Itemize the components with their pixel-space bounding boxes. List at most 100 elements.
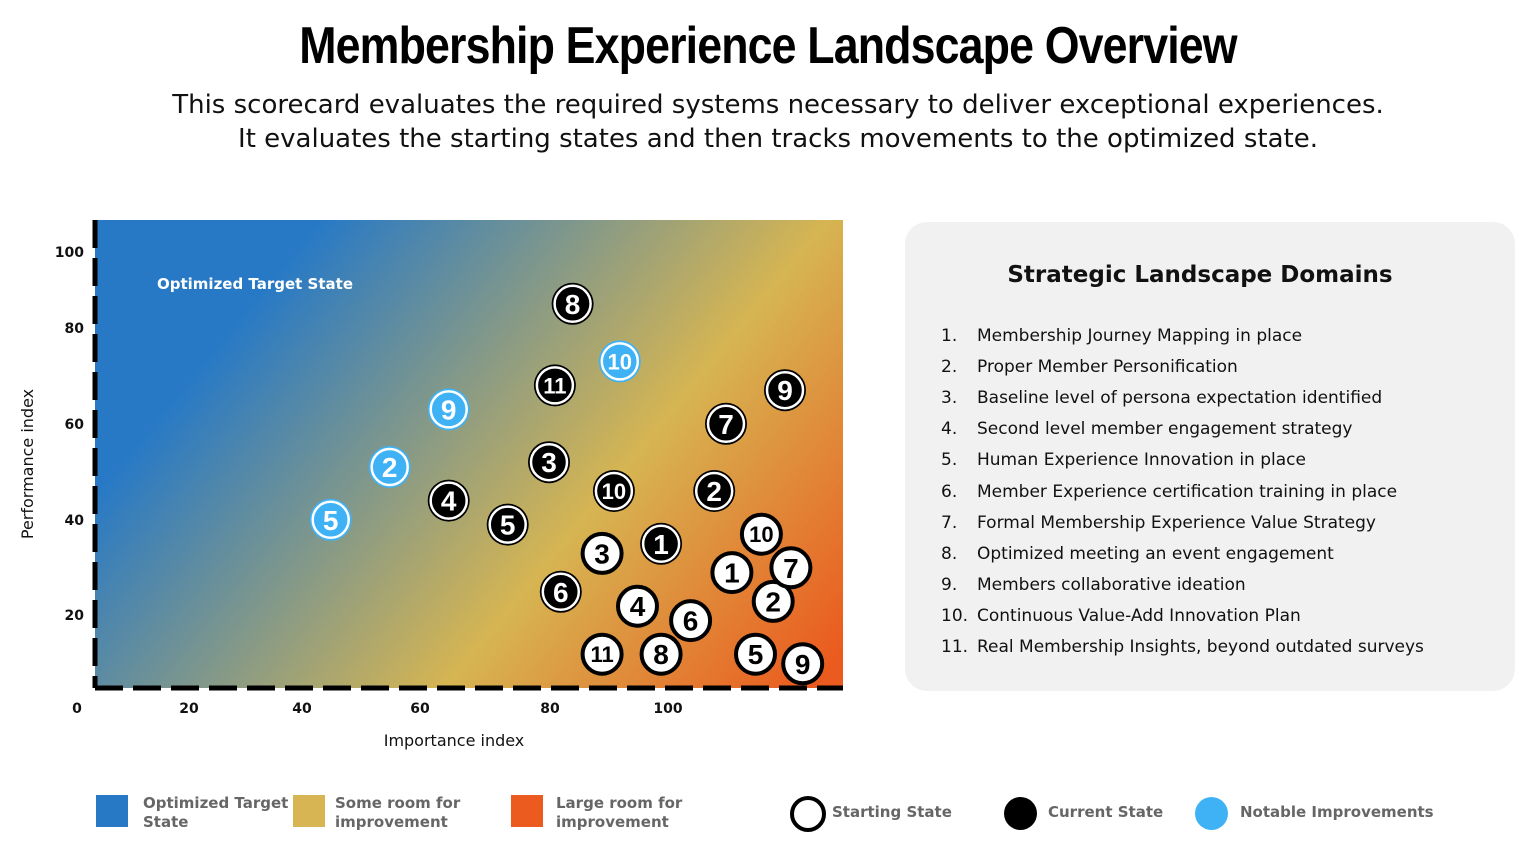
domain-item-text: Real Membership Insights, beyond outdate… — [977, 637, 1424, 658]
domain-item-number: 7. — [941, 512, 958, 533]
legend-label-some-room-line2: improvement — [335, 813, 448, 831]
notable-improvements-marker-circle — [370, 447, 409, 487]
subtitle-line-2: It evaluates the starting states and the… — [238, 124, 1318, 154]
domains-list: 1. Membership Journey Mapping in place 2. P… — [941, 320, 1424, 663]
domain-item: 5. Human Experience Innovation in place — [941, 445, 1424, 476]
starting-state-marker-circle — [739, 512, 783, 556]
current-state-marker-label: 2 — [706, 476, 722, 507]
current-state-marker-7: 7 — [705, 402, 747, 445]
current-state-marker-4: 4 — [427, 479, 470, 522]
notable-improvements-marker-5: 5 — [309, 498, 352, 541]
starting-state-marker-label: 2 — [765, 586, 781, 617]
current-state-marker-8: 8 — [551, 282, 594, 325]
starting-state-marker-label: 11 — [590, 642, 613, 667]
domain-item: 3. Baseline level of persona expectation … — [941, 382, 1424, 413]
domain-item: 9. Members collaborative ideation — [941, 570, 1424, 601]
y-tick-label: 40 — [65, 513, 85, 529]
current-state-marker-circle — [641, 524, 681, 564]
legend-notable-improvements-icon — [1195, 797, 1228, 830]
legend-label-large-room-line2: improvement — [556, 813, 669, 831]
domain-item-number: 6. — [941, 481, 958, 502]
current-state-marker-circle — [706, 404, 746, 444]
domain-item: 6. Member Experience certification traini… — [941, 476, 1424, 507]
starting-state-marker-circle — [669, 599, 713, 643]
current-state-marker-label: 3 — [541, 447, 557, 478]
notable-improvements-marker-circle — [600, 342, 640, 381]
current-state-marker-circle — [529, 442, 569, 482]
notable-improvements-marker-10: 10 — [598, 340, 641, 383]
current-state-marker-10: 10 — [592, 470, 635, 512]
current-state-marker-3: 3 — [528, 441, 570, 484]
y-tick-label: 80 — [65, 321, 85, 337]
legend-label-large-room-line1: Large room for — [556, 794, 683, 812]
starting-state-marker-circle — [616, 584, 659, 628]
notable-improvements-marker-circle — [429, 390, 468, 429]
current-state-marker-label: 9 — [777, 375, 793, 406]
legend-label-notable-improvements: Notable Improvements — [1240, 803, 1434, 821]
starting-state-marker-label: 9 — [795, 649, 811, 680]
current-state-marker-label: 11 — [543, 373, 566, 398]
domain-item-number: 9. — [941, 575, 958, 596]
starting-state-marker-label: 3 — [594, 538, 610, 569]
current-state-marker-label: 7 — [718, 409, 734, 440]
y-axis-label: Performance index — [18, 389, 37, 539]
notable-improvements-marker-circle — [311, 500, 350, 540]
notable-improvements-marker-label: 9 — [441, 394, 457, 425]
domain-item: 7. Formal Membership Experience Value Str… — [941, 507, 1424, 538]
domain-item: 4. Second level member engagement strateg… — [941, 414, 1424, 445]
legend-swatch-large-room — [511, 795, 543, 827]
starting-state-marker-11: 11 — [580, 632, 624, 676]
x-tick-label: 60 — [410, 701, 430, 717]
legend-label-some-room: Some room for improvement — [335, 794, 460, 832]
starting-state-marker-label: 10 — [749, 522, 773, 547]
notable-improvements-marker-label: 5 — [323, 505, 339, 536]
current-state-marker-11: 11 — [533, 364, 576, 407]
domain-item-number: 3. — [941, 387, 958, 408]
legend-label-some-room-line1: Some room for — [335, 794, 461, 812]
domain-item-text: Proper Member Personification — [977, 356, 1238, 377]
y-tick-label: 60 — [65, 417, 85, 433]
domain-item: 1. Membership Journey Mapping in place — [941, 320, 1424, 351]
current-state-marker-circle — [594, 471, 634, 511]
starting-state-marker-7: 7 — [769, 546, 813, 590]
legend-label-large-room: Large room for improvement — [556, 794, 682, 832]
domain-item-number: 1. — [941, 325, 958, 346]
current-state-marker-circle — [541, 572, 581, 612]
current-state-marker-label: 6 — [553, 577, 569, 608]
page-title: Membership Experience Landscape Overview — [299, 17, 1237, 75]
domains-panel-title: Strategic Landscape Domains — [1007, 262, 1393, 288]
domain-item-text: Formal Membership Experience Value Strat… — [977, 512, 1376, 533]
legend-swatch-some-room — [293, 795, 325, 827]
y-tick-label: 20 — [65, 608, 85, 624]
domain-item-text: Optimized meeting an event engagement — [977, 543, 1334, 564]
starting-state-marker-label: 8 — [653, 639, 669, 670]
x-tick-labels: 0 20 40 60 80 100 — [72, 701, 683, 717]
notable-improvements-marker-2: 2 — [368, 446, 411, 488]
legend-current-state-icon — [1004, 797, 1037, 830]
current-state-marker-6: 6 — [539, 570, 582, 613]
domains-panel: Strategic Landscape Domains 1. Membership… — [905, 222, 1515, 691]
domain-item-number: 2. — [941, 356, 958, 377]
legend-label-starting-state: Starting State — [832, 803, 952, 821]
legend-swatch-optimized — [96, 795, 128, 827]
domain-item-number: 10. — [941, 606, 969, 627]
domain-item: 8. Optimized meeting an event engagement — [941, 538, 1424, 569]
notable-improvements-marker-9: 9 — [427, 388, 470, 431]
legend-label-current-state: Current State — [1048, 803, 1164, 821]
current-state-marker-label: 5 — [500, 510, 516, 541]
current-state-marker-5: 5 — [486, 503, 529, 546]
current-state-marker-label: 10 — [602, 479, 626, 504]
starting-state-marker-circle — [710, 551, 754, 595]
current-state-marker-2: 2 — [693, 470, 736, 512]
domain-item-number: 4. — [941, 419, 958, 440]
starting-state-marker-circle — [734, 632, 777, 676]
legend-label-optimized-line1: Optimized Target — [143, 794, 289, 812]
starting-state-marker-circle — [639, 632, 683, 676]
current-state-marker-label: 8 — [565, 289, 581, 320]
domain-item-text: Second level member engagement strategy — [977, 419, 1353, 440]
domain-item: 10. Continuous Value-Add Innovation Plan — [941, 601, 1424, 632]
domain-item-text: Baseline level of persona expectation id… — [977, 387, 1383, 408]
starting-state-marker-circle — [781, 642, 825, 686]
starting-state-marker-label: 4 — [630, 591, 646, 622]
